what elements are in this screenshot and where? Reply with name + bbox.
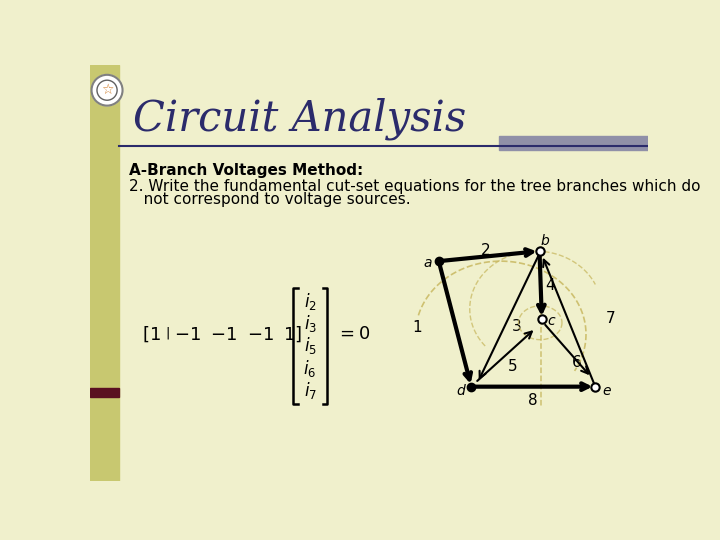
- Text: $i_3$: $i_3$: [304, 313, 317, 334]
- Text: 2. Write the fundamental cut-set equations for the tree branches which do: 2. Write the fundamental cut-set equatio…: [129, 179, 701, 194]
- Circle shape: [91, 75, 122, 106]
- Text: e: e: [602, 383, 611, 397]
- Text: b: b: [541, 234, 549, 248]
- Text: $i_2$: $i_2$: [304, 291, 317, 312]
- Text: 1: 1: [413, 320, 422, 335]
- Text: ☆: ☆: [101, 83, 113, 97]
- Text: d: d: [456, 383, 465, 397]
- Text: $i_6$: $i_6$: [304, 357, 317, 379]
- Text: not correspond to voltage sources.: not correspond to voltage sources.: [129, 192, 410, 207]
- Text: 7: 7: [606, 312, 616, 326]
- Text: c: c: [547, 314, 555, 328]
- Bar: [90, 65, 120, 481]
- Text: 5: 5: [508, 359, 518, 374]
- Text: 8: 8: [528, 393, 538, 408]
- Text: A-Branch Voltages Method:: A-Branch Voltages Method:: [129, 164, 363, 178]
- Bar: [499, 137, 648, 150]
- Text: 2: 2: [480, 243, 490, 258]
- Bar: [90, 388, 120, 397]
- Text: $i_5$: $i_5$: [304, 335, 317, 356]
- Text: Circuit Analysis: Circuit Analysis: [132, 97, 466, 140]
- Text: 6: 6: [572, 355, 581, 369]
- Text: a: a: [423, 256, 432, 271]
- Text: $=0$: $=0$: [336, 325, 371, 343]
- Text: 4: 4: [546, 278, 555, 293]
- Text: $\left[1\;\middle|\;{-1}\;\;{-1}\;\;{-1}\;\;1\right]$: $\left[1\;\middle|\;{-1}\;\;{-1}\;\;{-1}…: [142, 325, 302, 344]
- Text: 3: 3: [511, 319, 521, 334]
- Text: $i_7$: $i_7$: [304, 380, 317, 401]
